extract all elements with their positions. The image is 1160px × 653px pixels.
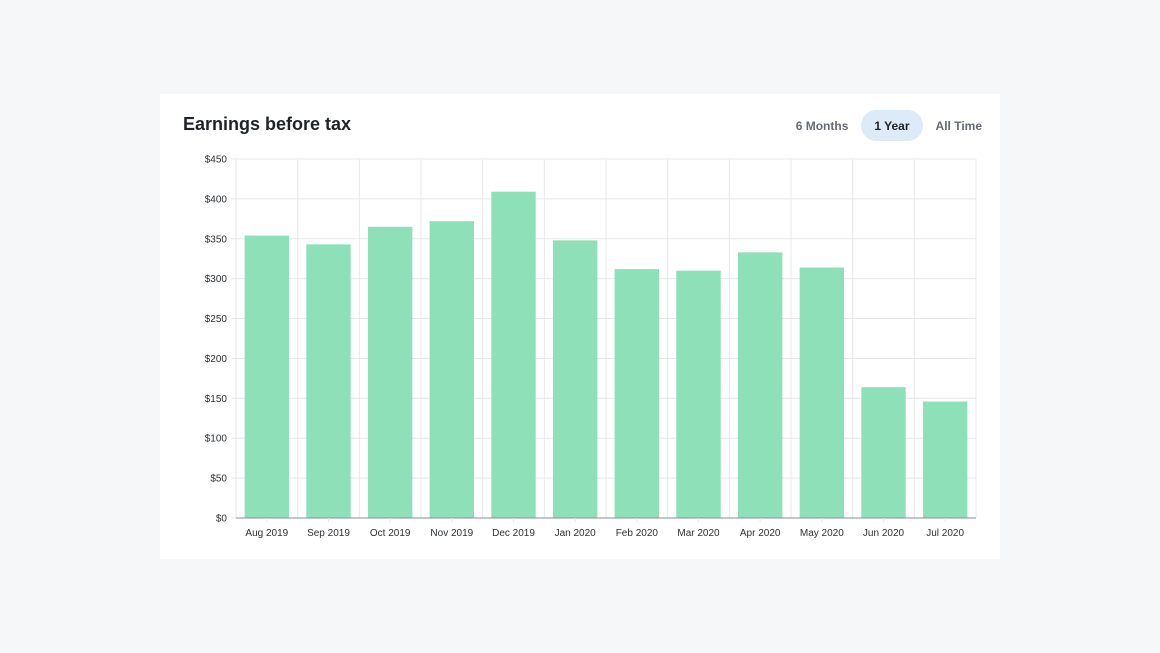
range-1-year-button[interactable]: 1 Year — [861, 110, 923, 141]
x-tick-label: Jun 2020 — [863, 528, 905, 539]
bar — [614, 269, 660, 518]
bar — [429, 221, 475, 518]
range-6-months-button[interactable]: 6 Months — [783, 110, 862, 141]
bar — [367, 226, 413, 519]
y-tick-label: $300 — [205, 274, 228, 285]
card-title: Earnings before tax — [183, 114, 352, 134]
bar — [244, 235, 290, 518]
bar — [737, 252, 783, 518]
bar — [676, 270, 721, 518]
x-tick-label: Mar 2020 — [677, 528, 720, 539]
bar — [552, 240, 598, 518]
x-tick-label: Dec 2019 — [492, 528, 535, 539]
range-toggle: 6 Months 1 Year All Time — [783, 110, 982, 141]
y-tick-label: $350 — [205, 234, 228, 245]
x-tick-label: Jul 2020 — [926, 528, 964, 539]
y-tick-label: $0 — [216, 514, 228, 525]
x-tick-label: Aug 2019 — [245, 528, 288, 539]
x-tick-label: Jan 2020 — [555, 528, 597, 539]
y-tick-label: $200 — [205, 354, 228, 365]
bar — [306, 244, 351, 518]
y-tick-label: $450 — [205, 155, 228, 166]
y-tick-label: $250 — [205, 314, 228, 325]
x-tick-label: Nov 2019 — [430, 528, 473, 539]
bar — [799, 267, 845, 518]
earnings-bar-chart: $0 $50 $100 $150 $200 $250 $300 $350 $400 $450 Aug… — [205, 155, 977, 539]
y-tick-label: $100 — [205, 434, 228, 445]
y-tick-label: $50 — [210, 474, 227, 485]
bar — [861, 387, 906, 518]
x-tick-label: Feb 2020 — [616, 528, 659, 539]
x-tick-label: May 2020 — [800, 528, 844, 539]
x-tick-label: Apr 2020 — [740, 528, 781, 539]
bar — [922, 401, 968, 518]
earnings-card: Earnings before tax 6 Months 1 Year All … — [160, 94, 1000, 559]
y-tick-label: $150 — [205, 394, 228, 405]
x-tick-label: Sep 2019 — [307, 528, 350, 539]
y-tick-label: $400 — [205, 194, 228, 205]
range-all-time-button[interactable]: All Time — [923, 110, 982, 141]
x-tick-label: Oct 2019 — [370, 528, 411, 539]
bar — [491, 191, 536, 518]
